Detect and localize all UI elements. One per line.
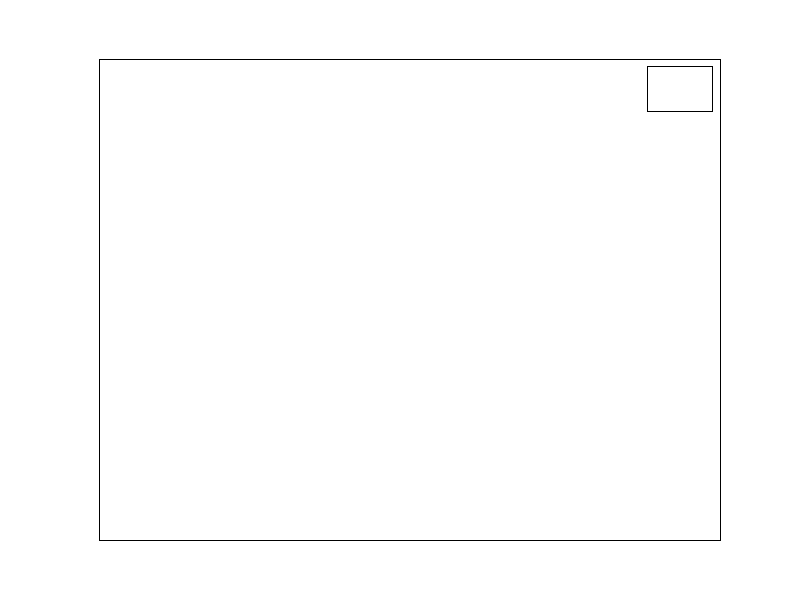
legend-item-fp bbox=[654, 90, 706, 106]
legend-item-tp bbox=[654, 72, 706, 88]
plot-area bbox=[99, 59, 721, 541]
legend bbox=[647, 66, 713, 112]
tp-color-swatch bbox=[654, 75, 681, 85]
fp-color-swatch bbox=[654, 93, 681, 103]
